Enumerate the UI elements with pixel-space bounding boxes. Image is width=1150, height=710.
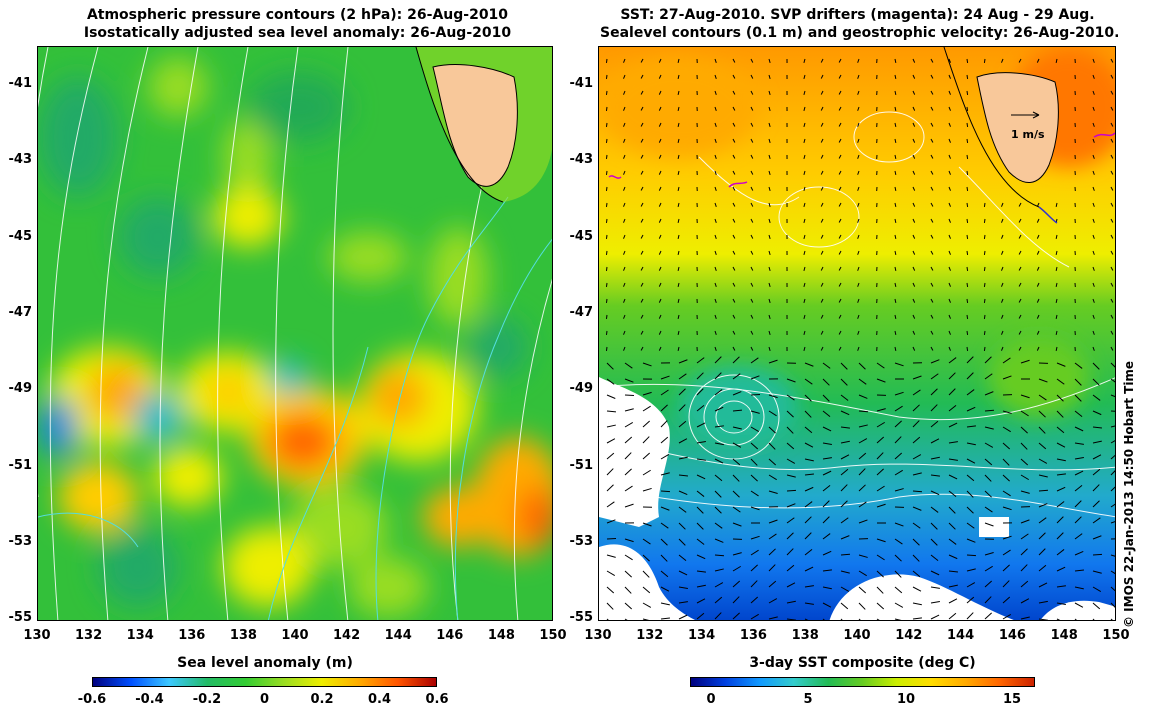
left-title-line1: Atmospheric pressure contours (2 hPa): 2… (86, 7, 509, 23)
x-tick-label: 148 (487, 628, 515, 643)
left-colorbar (92, 677, 437, 687)
left-panel-title: Atmospheric pressure contours (2 hPa): 2… (40, 6, 555, 42)
colorbar-tick: 10 (896, 692, 916, 707)
x-tick-label: 136 (178, 628, 206, 643)
y-tick-label: -51 (8, 458, 33, 473)
velocity-scale-label: 1 m/s (1011, 128, 1045, 141)
y-tick-label: -45 (569, 229, 594, 244)
x-tick-label: 132 (75, 628, 103, 643)
credit-text: © IMOS 22-Jan-2013 14:50 Hobart Time (1122, 360, 1136, 628)
x-tick-label: 148 (1050, 628, 1078, 643)
y-tick-label: -55 (8, 610, 33, 625)
left-title-line2: Isostatically adjusted sea level anomaly… (83, 25, 512, 41)
right-title-line1: SST: 27-Aug-2010. SVP drifters (magenta)… (620, 7, 1095, 23)
x-tick-label: 134 (688, 628, 716, 643)
y-tick-label: -43 (569, 152, 594, 167)
x-tick-label: 134 (126, 628, 154, 643)
colorbar-tick: 0.6 (425, 692, 449, 707)
colorbar-tick: 15 (1002, 692, 1022, 707)
drifter-tracks (608, 132, 1115, 188)
y-tick-label: -51 (569, 458, 594, 473)
x-tick-label: 144 (947, 628, 975, 643)
y-tick-label: -53 (569, 534, 594, 549)
right-colorbar-title: 3-day SST composite (deg C) (749, 655, 976, 671)
x-tick-label: 130 (584, 628, 612, 643)
tasmania-land-right (976, 72, 1059, 183)
x-tick-label: 142 (895, 628, 923, 643)
right-panel-title: SST: 27-Aug-2010. SVP drifters (magenta)… (600, 6, 1120, 42)
x-tick-label: 130 (23, 628, 51, 643)
y-tick-label: -41 (8, 76, 33, 91)
x-tick-label: 136 (739, 628, 767, 643)
y-tick-label: -53 (8, 534, 33, 549)
colorbar-tick: 5 (803, 692, 813, 707)
y-tick-label: -43 (8, 152, 33, 167)
tasmania-land-left (432, 64, 518, 187)
colorbar-tick: 0.2 (310, 692, 334, 707)
velocity-arrows (605, 58, 1115, 620)
y-tick-label: -45 (8, 229, 33, 244)
x-tick-label: 138 (229, 628, 257, 643)
x-tick-label: 150 (1102, 628, 1130, 643)
colorbar-tick: 0.4 (367, 692, 392, 707)
y-tick-label: -55 (569, 610, 594, 625)
x-tick-label: 132 (636, 628, 664, 643)
sea-level-anomaly-map (37, 46, 553, 621)
x-tick-label: 146 (436, 628, 464, 643)
colorbar-tick: -0.4 (135, 692, 164, 707)
sst-field: 1 m/s (599, 47, 1115, 620)
colorbar-tick: -0.2 (192, 692, 222, 707)
y-tick-label: -49 (569, 381, 594, 396)
sst-map: 1 m/s (598, 46, 1116, 621)
x-tick-label: 138 (791, 628, 819, 643)
x-tick-label: 142 (333, 628, 361, 643)
y-tick-label: -49 (8, 381, 33, 396)
colorbar-tick: 0 (259, 692, 270, 707)
x-tick-label: 146 (998, 628, 1026, 643)
colorbar-tick: -0.6 (77, 692, 107, 707)
x-tick-label: 150 (539, 628, 567, 643)
right-title-line2: Sealevel contours (0.1 m) and geostrophi… (600, 25, 1120, 41)
y-tick-label: -47 (8, 305, 33, 320)
x-tick-label: 140 (281, 628, 309, 643)
right-colorbar (690, 677, 1035, 687)
x-tick-label: 144 (384, 628, 412, 643)
x-tick-label: 140 (843, 628, 871, 643)
left-colorbar-title: Sea level anomaly (m) (177, 655, 353, 671)
sea-level-anomaly-field (38, 47, 552, 620)
colorbar-tick: 0 (706, 692, 716, 707)
y-tick-label: -47 (569, 305, 594, 320)
y-tick-label: -41 (569, 76, 594, 91)
